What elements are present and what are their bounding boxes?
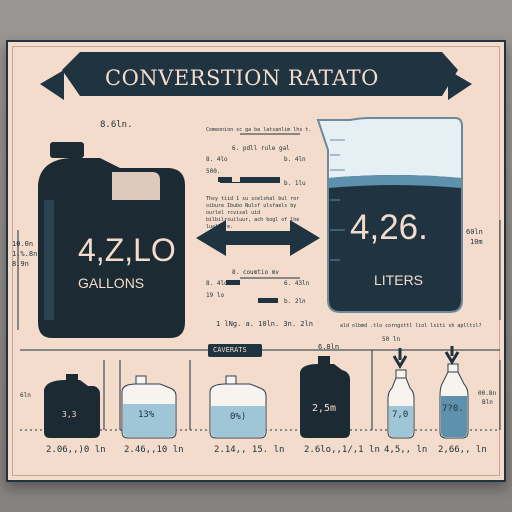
center-row1-a: 8. 4lo <box>206 156 228 163</box>
item-4-caption: 2.6lo,,1/,1 ln <box>304 445 380 455</box>
item-4-label: 2,5m <box>312 403 337 414</box>
liter-value: 4,26. <box>350 208 428 247</box>
right-note: ald olbmd .tlo corngsttl liol lsiti sh a… <box>340 323 482 329</box>
caveats-badge: CAVERATS <box>213 346 247 354</box>
poster-title: CONVERSTION RATATO <box>105 66 379 90</box>
right-dimension-side-2: 10m <box>470 238 483 246</box>
right-small-top-2: 50 ln <box>382 336 401 343</box>
right-small-top: 6.8ln <box>318 343 340 351</box>
left-dimension-side-2: 1,%.8n <box>12 250 38 258</box>
center-heading: Comeonion sc ga ba latsanlim lhs t. <box>206 127 312 133</box>
item-5-label: 7,0 <box>392 410 409 420</box>
beaker <box>316 117 463 313</box>
far-right-label-1: 00.8n <box>478 390 497 397</box>
title-banner <box>40 52 472 100</box>
item-6-caption: 2,66,, ln <box>438 445 487 455</box>
item-3-label: 0%) <box>230 412 247 422</box>
item-5-caption: 4,5,, ln <box>384 445 428 455</box>
item-6-label: 7?0. <box>442 404 464 414</box>
center-row2-label: 8. coumtio mv <box>232 269 279 276</box>
center-row2-c: 19 lo <box>206 292 225 299</box>
item-2-caption: 2.46,,10 ln <box>124 445 184 455</box>
center-row2-b: 6. 43ln <box>284 280 310 287</box>
center-row1-c: 500. <box>206 168 221 175</box>
center-row1-d: b. 1lu <box>284 180 306 187</box>
center-row1-label: 6. pdll rule gal <box>232 145 290 152</box>
conversion-arrow <box>196 220 320 256</box>
left-dimension-side-3: 8.9n <box>12 260 29 268</box>
center-note: Thsy tiid 1 su scelshal bul ror oibure I… <box>206 196 300 230</box>
left-dimension-side-1: 10.0n <box>12 240 34 248</box>
item-1-label: 3,3 <box>62 410 77 419</box>
center-bottom-line: 1 lNg. a. 10ln. 3n. 2ln <box>216 320 313 328</box>
center-row2-d: b. 2ln <box>284 298 306 305</box>
center-row1-b: b. 4ln <box>284 156 306 163</box>
far-right-label-2: Bln <box>482 399 493 406</box>
center-table-bars <box>218 177 280 303</box>
left-dimension-top: 8.6ln. <box>100 120 133 130</box>
item-3-caption: 2.14,, 15. ln <box>214 445 285 455</box>
left-small-top: 6ln <box>20 392 31 399</box>
gallon-jug <box>38 142 185 338</box>
bottom-containers <box>44 346 469 439</box>
item-1-caption: 2.06,,)0 ln <box>46 445 106 455</box>
caveats-badge-shape <box>208 344 262 357</box>
item-2-label: 13% <box>138 410 155 420</box>
center-row2-a: 8. 4lo <box>206 280 228 287</box>
liter-unit-label: LITERS <box>374 272 424 288</box>
gallon-unit-label: GALLONS <box>78 275 145 291</box>
gallon-value: 4,Z,LO <box>78 232 176 268</box>
right-dimension-side-1: 60ln <box>466 228 483 236</box>
